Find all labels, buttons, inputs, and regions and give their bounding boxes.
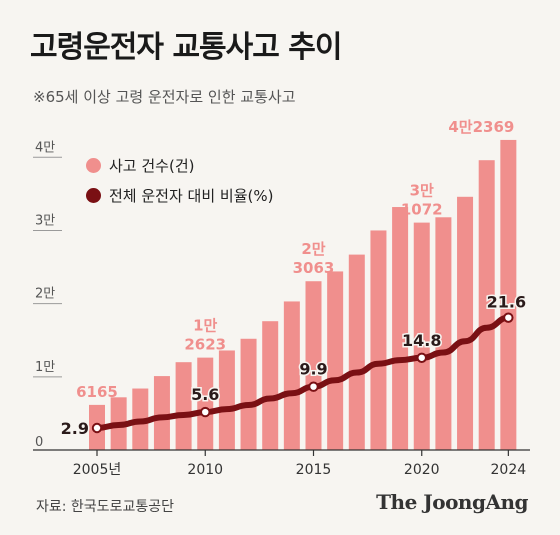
legend-item-ratio: 전체 운전자 대비 비율(%) — [86, 180, 273, 210]
x-tick-label: 2005년 — [73, 462, 122, 478]
bar — [500, 139, 517, 450]
bar — [218, 350, 235, 450]
line-value-label: 2.9 — [61, 419, 89, 438]
bar — [262, 321, 279, 450]
legend-label-accidents: 사고 건수(건) — [109, 156, 195, 175]
line-point — [91, 422, 103, 434]
x-tick-label: 2010 — [187, 462, 223, 478]
y-tick-label: 3만 — [35, 213, 55, 228]
bar — [435, 217, 452, 450]
bar — [240, 338, 257, 450]
bar — [392, 207, 409, 450]
legend: 사고 건수(건) 전체 운전자 대비 비율(%) — [86, 150, 273, 210]
y-tick-label: 0 — [35, 435, 43, 450]
line-value-label: 21.6 — [487, 293, 526, 312]
bar — [283, 301, 300, 450]
bar-value-label: 1만 — [193, 317, 217, 335]
bar-value-label: 4만2369 — [448, 118, 514, 136]
legend-item-accidents: 사고 건수(건) — [86, 150, 273, 180]
page-title: 고령운전자 교통사고 추이 — [30, 30, 342, 65]
line-point — [200, 406, 211, 418]
line-value-label: 5.6 — [191, 385, 219, 404]
bar — [457, 196, 474, 450]
bar-value-label: 2만 — [301, 240, 325, 258]
bar-value-label: 6165 — [76, 383, 118, 401]
bar — [175, 362, 192, 450]
bar-value-label: 3만 — [410, 182, 434, 200]
bar — [413, 222, 430, 450]
y-tick-label: 1만 — [35, 360, 55, 375]
x-tick-label: 2015 — [296, 462, 332, 478]
bar — [370, 230, 387, 450]
series-line-ratio — [94, 314, 512, 431]
legend-label-ratio: 전체 운전자 대비 비율(%) — [109, 186, 274, 205]
legend-swatch-line — [86, 187, 101, 203]
y-tick-label: 4만 — [35, 140, 55, 155]
source-note: 자료: 한국도로교통공단 — [36, 499, 174, 515]
line-point — [503, 312, 514, 323]
line-point — [308, 381, 319, 392]
bar — [197, 357, 214, 450]
x-tick-label: 2020 — [404, 462, 440, 478]
brand-logo: The JoongAng — [376, 490, 528, 514]
bar — [478, 160, 495, 450]
bar-value-label: 1072 — [401, 201, 443, 219]
page-subtitle: ※65세 이상 고령 운전자로 인한 교통사고 — [33, 88, 296, 106]
bar — [327, 271, 344, 450]
bar-value-label: 2623 — [184, 336, 226, 354]
line-value-label: 14.8 — [402, 331, 441, 350]
x-tick-label: 2024 — [491, 462, 527, 478]
legend-swatch-bar — [86, 157, 101, 173]
line-point — [416, 352, 427, 363]
bar — [153, 376, 170, 450]
bar-value-label: 3063 — [293, 259, 335, 277]
y-tick-label: 2만 — [35, 287, 55, 302]
bar — [348, 254, 365, 450]
line-value-label: 9.9 — [299, 360, 327, 379]
bar — [305, 281, 322, 450]
